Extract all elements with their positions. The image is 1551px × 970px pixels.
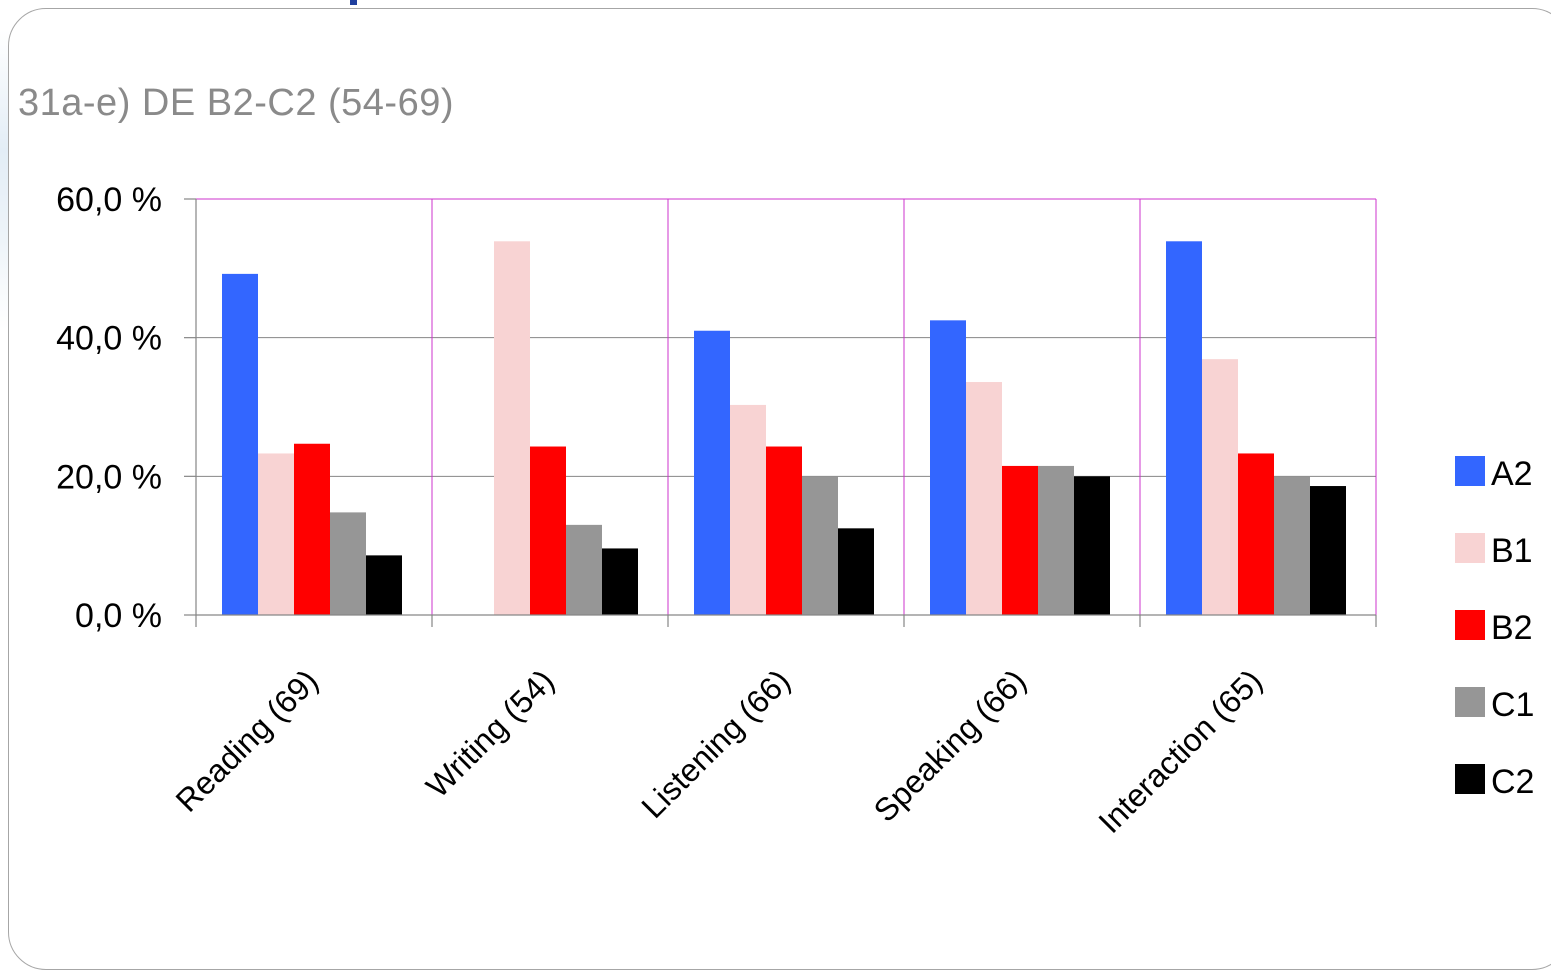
x-tick-label: Writing (54) <box>419 662 561 804</box>
bar-b1-0 <box>258 453 294 615</box>
bars <box>222 241 1346 615</box>
bar-b1-4 <box>1202 359 1238 615</box>
bar-c2-1 <box>602 548 638 615</box>
bar-c2-2 <box>838 528 874 615</box>
legend-label-b1: B1 <box>1491 532 1533 570</box>
bar-b1-3 <box>966 382 1002 615</box>
legend-label-a2: A2 <box>1491 455 1533 493</box>
category-separators <box>196 198 1377 615</box>
bar-b2-1 <box>530 446 566 615</box>
legend: A2 B1 B2 C1 C2 <box>1455 455 1534 801</box>
legend-swatch-c2 <box>1455 764 1485 794</box>
axes <box>184 198 1377 627</box>
x-tick-label: Interaction (65) <box>1091 662 1269 840</box>
y-tick-label: 60,0 % <box>56 181 162 219</box>
bar-c1-1 <box>566 524 602 615</box>
legend-swatch-a2 <box>1455 456 1485 486</box>
bar-c1-3 <box>1038 465 1074 615</box>
bar-c1-0 <box>330 512 366 615</box>
x-tick-label: Listening (66) <box>634 662 797 825</box>
x-tick-labels: Reading (69) Writing (54) Listening (66) Sp… <box>169 662 1269 840</box>
bar-b2-3 <box>1002 465 1038 615</box>
bar-b2-0 <box>294 443 330 615</box>
bar-b1-2 <box>730 404 766 615</box>
bar-chart: 0,0 % 20,0 % 40,0 % 60,0 % Reading (69) Writ… <box>56 181 1534 840</box>
bar-c2-0 <box>366 555 402 615</box>
legend-swatch-c1 <box>1455 687 1485 717</box>
bar-b2-4 <box>1238 453 1274 615</box>
legend-swatch-b2 <box>1455 610 1485 640</box>
legend-swatch-b1 <box>1455 533 1485 563</box>
legend-label-c2: C2 <box>1491 763 1534 801</box>
y-tick-label: 40,0 % <box>56 320 162 358</box>
legend-label-c1: C1 <box>1491 686 1534 724</box>
y-tick-label: 0,0 % <box>75 597 162 635</box>
bar-c1-4 <box>1274 476 1310 615</box>
y-tick-label: 20,0 % <box>56 458 162 496</box>
bar-b1-1 <box>494 241 530 615</box>
bar-a2-0 <box>222 273 258 615</box>
bar-a2-3 <box>930 320 966 615</box>
x-tick-label: Speaking (66) <box>867 662 1033 828</box>
bar-b2-2 <box>766 446 802 615</box>
bar-a2-4 <box>1166 241 1202 615</box>
chart-title: 31a-e) DE B2-C2 (54-69) <box>18 82 455 124</box>
bar-c2-3 <box>1074 476 1110 615</box>
legend-label-b2: B2 <box>1491 609 1533 647</box>
x-tick-label: Reading (69) <box>169 662 325 818</box>
bar-c1-2 <box>802 476 838 615</box>
bar-a2-2 <box>694 330 730 615</box>
bar-c2-4 <box>1310 486 1346 615</box>
y-tick-labels: 0,0 % 20,0 % 40,0 % 60,0 % <box>56 181 162 635</box>
top-decoration <box>350 0 357 5</box>
